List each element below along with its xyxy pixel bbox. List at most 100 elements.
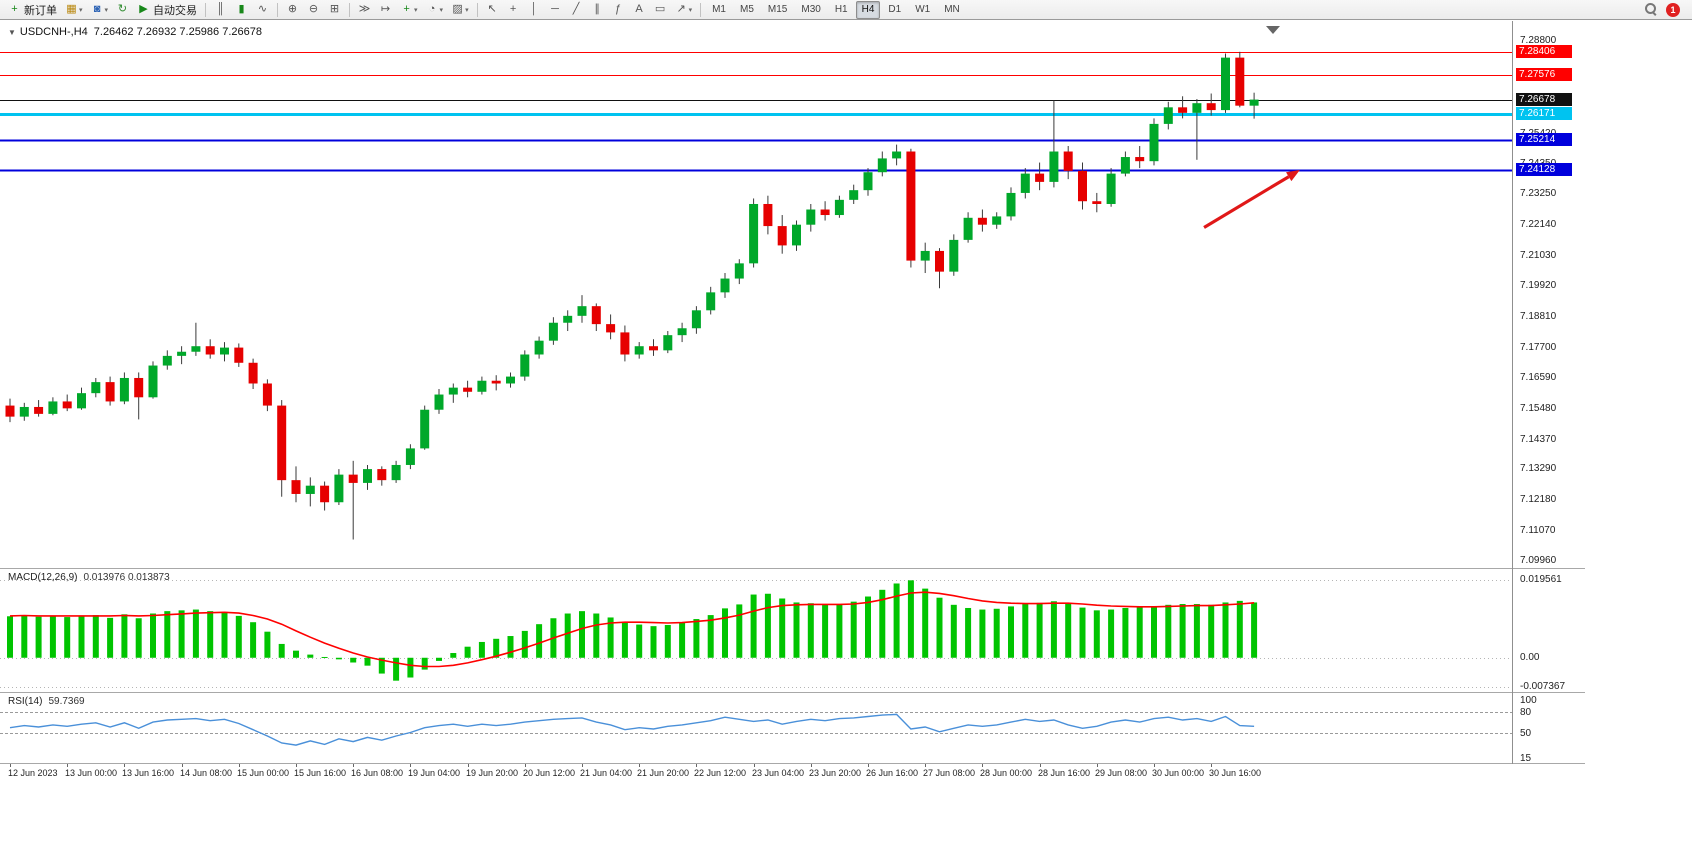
timeframe-w1-button[interactable]: W1 [915, 4, 931, 15]
profiles-button[interactable]: ◙ ▾ [87, 0, 113, 19]
periods-button[interactable]: ◔ ▾ [422, 0, 448, 19]
rsi-value: 59.7369 [48, 696, 85, 707]
time-axis-tick [925, 764, 926, 767]
macd-histogram-bar [207, 611, 214, 658]
macd-histogram-bar [807, 603, 814, 658]
time-axis-label: 16 Jun 08:00 [351, 768, 404, 778]
macd-histogram-bar [192, 609, 199, 658]
new-chart-button[interactable]: ▦ ▾ [61, 0, 87, 19]
macd-histogram-bar [335, 657, 342, 660]
rsi-panel[interactable] [0, 693, 1512, 763]
candle-body [305, 485, 315, 494]
trendline-button[interactable]: ╱ [566, 0, 587, 19]
indicators-button[interactable]: + ▾ [396, 0, 422, 19]
macd-histogram-bar [436, 657, 442, 661]
macd-histogram-bar [1136, 607, 1143, 658]
notifications-badge[interactable]: 1 [1666, 2, 1680, 17]
panel-separator[interactable] [0, 568, 1585, 569]
templates-button[interactable]: ▨ ▾ [447, 0, 473, 19]
vertical-line-button[interactable]: │ [524, 0, 545, 19]
text-label-icon: ▭ [654, 3, 666, 15]
zoom-in-icon: ⊕ [287, 3, 298, 15]
candle-body [34, 406, 44, 414]
time-axis-tick [811, 764, 812, 767]
time-axis-tick [296, 764, 297, 767]
toolbar-separator [476, 2, 478, 17]
timeframe-m30-button[interactable]: M30 [801, 4, 821, 15]
candle-body [634, 346, 644, 355]
candle-body [534, 340, 544, 355]
time-axis-label: 13 Jun 16:00 [122, 768, 175, 778]
time-axis-label: 15 Jun 16:00 [294, 768, 347, 778]
zoom-in-button[interactable]: ⊕ [282, 0, 303, 19]
macd-histogram-bar [1079, 607, 1086, 658]
timeframe-h1-button[interactable]: H1 [834, 4, 848, 15]
tile-windows-button[interactable]: ⊞ [324, 0, 345, 19]
candle-body [363, 469, 372, 483]
time-axis-label: 29 Jun 08:00 [1095, 768, 1148, 778]
macd-histogram-bar [536, 624, 543, 658]
price-scale-label: 7.23250 [1520, 188, 1557, 200]
arrows-button[interactable]: ↗ ▾ [671, 0, 697, 19]
macd-histogram-bar [92, 615, 99, 658]
price-scale-label: 7.09960 [1520, 555, 1557, 567]
new-order-label: 新订单 [24, 4, 57, 17]
new-chart-icon: ▦ [66, 3, 77, 15]
time-axis-tick [124, 764, 125, 767]
candle-body [691, 310, 701, 329]
macd-histogram-bar [822, 604, 829, 658]
macd-panel[interactable] [0, 569, 1512, 692]
text-label-button[interactable]: ▭ [650, 0, 671, 19]
macd-scale-label: 0.00 [1520, 651, 1540, 663]
time-axis-tick [67, 764, 68, 767]
panel-separator[interactable] [0, 692, 1585, 693]
time-axis-tick [868, 764, 869, 767]
text-button[interactable]: A [629, 0, 650, 19]
auto-scroll-button[interactable]: ≫ [354, 0, 375, 19]
rsi-label: RSI(14) 59.7369 [8, 696, 85, 707]
candle-body [777, 226, 787, 246]
macd-values: 0.013976 0.013873 [83, 572, 170, 583]
candles-chart-button[interactable]: ▮ [231, 0, 252, 19]
timeframe-mn-button[interactable]: MN [944, 4, 960, 15]
line-chart-button[interactable]: ∿ [252, 0, 273, 19]
crosshair-button[interactable]: + [503, 0, 524, 19]
timeframe-d1-button[interactable]: D1 [888, 4, 902, 15]
candle-body [820, 209, 830, 216]
timeframe-h4-button[interactable]: H4 [855, 0, 881, 19]
macd-histogram-bar [507, 636, 514, 658]
timeframe-m15-button[interactable]: M15 [767, 4, 788, 15]
zoom-out-button[interactable]: ⊖ [303, 0, 324, 19]
refresh-button[interactable]: ↻ [112, 0, 133, 19]
price-scale[interactable]: 7.288007.254207.243507.232507.221407.210… [1513, 0, 1593, 786]
horizontal-line-button[interactable]: ─ [545, 0, 566, 19]
chart-shift-button[interactable]: ↦ [375, 0, 396, 19]
candle-body [234, 347, 244, 363]
candle-body [620, 332, 630, 355]
fibonacci-button[interactable]: ƒ [608, 0, 629, 19]
autotrading-button[interactable]: ▶ 自动交易 [133, 0, 201, 19]
timeframe-m5-button[interactable]: M5 [740, 4, 754, 15]
channel-button[interactable]: ∥ [587, 0, 608, 19]
candle-body [1020, 173, 1030, 193]
cursor-button[interactable]: ↖ [482, 0, 503, 19]
macd-histogram-bar [321, 656, 328, 658]
time-axis[interactable]: 12 Jun 2023 13 Jun 00:00 13 Jun 16:00 14 Ju… [0, 764, 1585, 786]
macd-histogram-bar [150, 613, 156, 658]
candle-body [377, 469, 387, 481]
bars-chart-button[interactable]: ║ [210, 0, 231, 19]
new-order-button[interactable]: + 新订单 [4, 0, 61, 19]
candle-body [506, 376, 515, 384]
macd-histogram-bar [21, 615, 28, 658]
time-axis-tick [1040, 764, 1041, 767]
search-icon[interactable] [1645, 3, 1658, 16]
candle-body [1235, 57, 1245, 106]
collapse-chart-icon[interactable]: ▼ [8, 27, 16, 37]
auto-scroll-icon: ≫ [358, 3, 371, 15]
timeframe-m1-button[interactable]: M1 [712, 4, 726, 15]
candle-body [405, 448, 415, 465]
candle-body [1078, 170, 1087, 202]
macd-histogram-bar [579, 611, 585, 658]
candle-body [205, 346, 215, 355]
main-price-chart[interactable] [0, 21, 1512, 568]
